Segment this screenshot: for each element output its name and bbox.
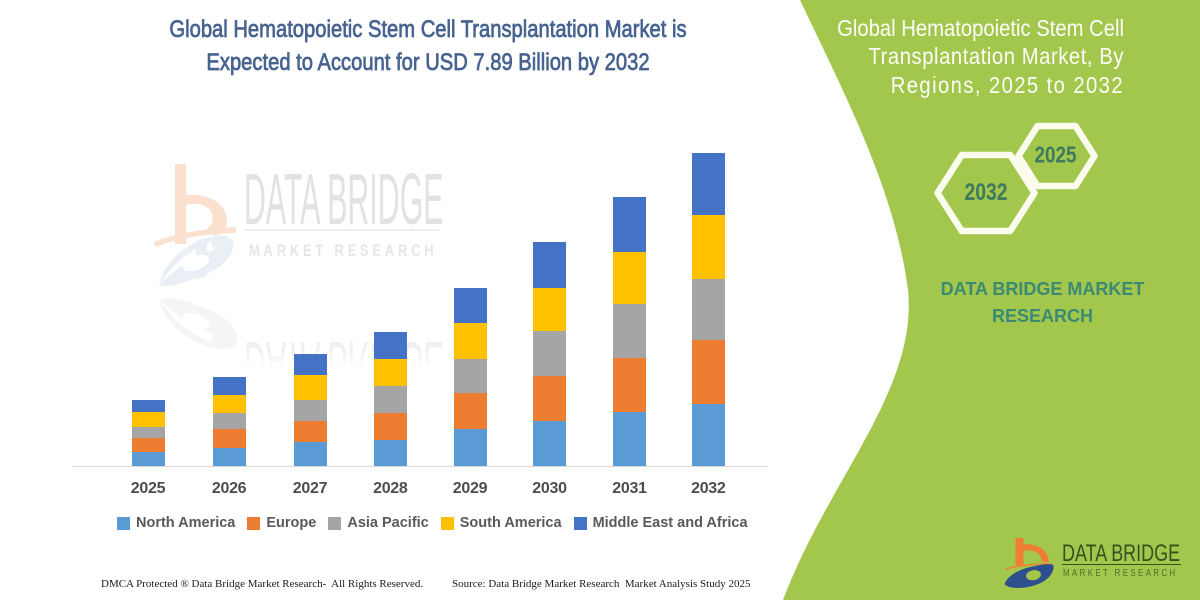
- svg-text:2032: 2032: [965, 179, 1008, 206]
- svg-text:2025: 2025: [1035, 142, 1077, 168]
